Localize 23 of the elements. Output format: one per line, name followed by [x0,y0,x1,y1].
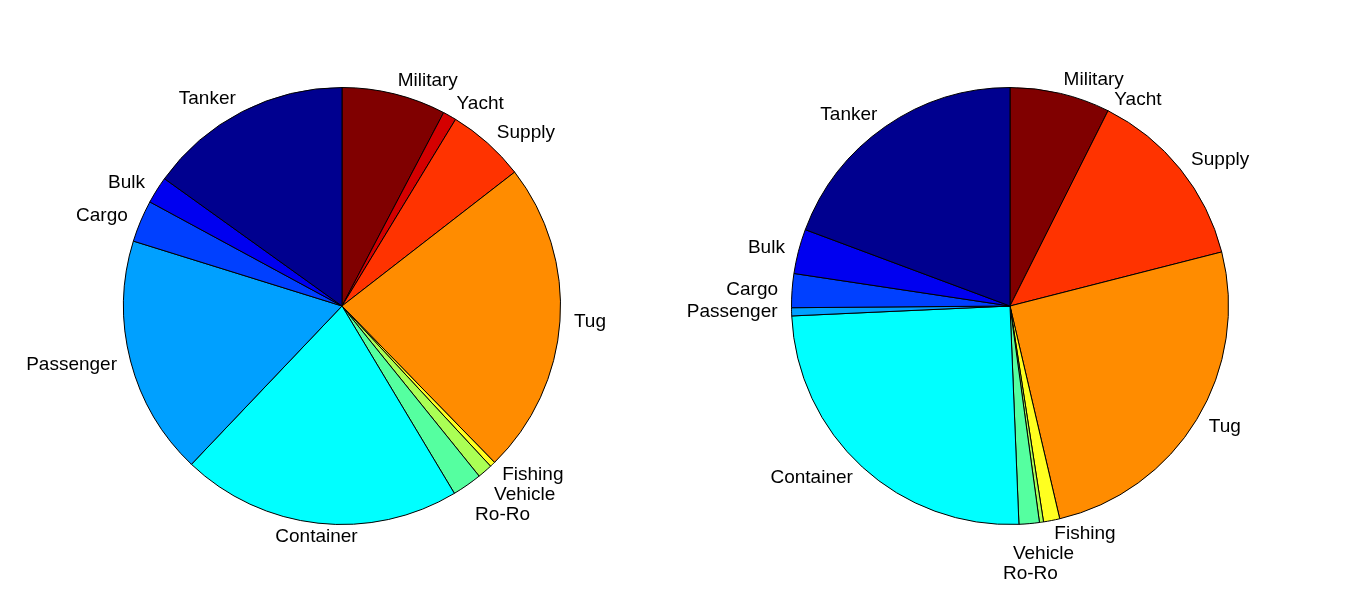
slice-label: Bulk [747,236,786,257]
slice-label: Bulk [107,170,146,192]
slice-label: Cargo [76,203,128,225]
slice-label: Tug [1208,414,1241,436]
slice-label: Vehicle [1012,542,1075,564]
slice-label: Tug [573,310,606,332]
slice-label: Supply [1191,148,1250,170]
slice-label: Yacht [456,91,505,113]
slice-label: Fishing [502,462,564,484]
slice-label: Tanker [820,103,879,125]
slice-label: Military [1063,68,1125,89]
slice-label: Container [275,525,359,547]
slice-label: Ro-Ro [475,502,530,524]
slice-label: Cargo [726,277,779,299]
slice-label: Tanker [178,87,237,109]
slice-label: Military [397,68,459,90]
slice-label: Ro-Ro [1002,562,1058,584]
category-label: Yacht [1114,88,1162,109]
slice-label: Passenger [686,300,779,322]
slice-label: Fishing [1054,522,1116,544]
slice-label: Passenger [26,352,118,374]
slice-label: Supply [496,120,556,142]
slice-label: Container [770,465,854,487]
